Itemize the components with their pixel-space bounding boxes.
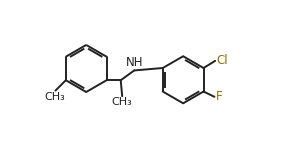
Text: F: F	[215, 90, 222, 103]
Text: Cl: Cl	[216, 54, 228, 67]
Text: CH₃: CH₃	[112, 97, 133, 107]
Text: CH₃: CH₃	[44, 92, 65, 102]
Text: NH: NH	[126, 56, 143, 69]
